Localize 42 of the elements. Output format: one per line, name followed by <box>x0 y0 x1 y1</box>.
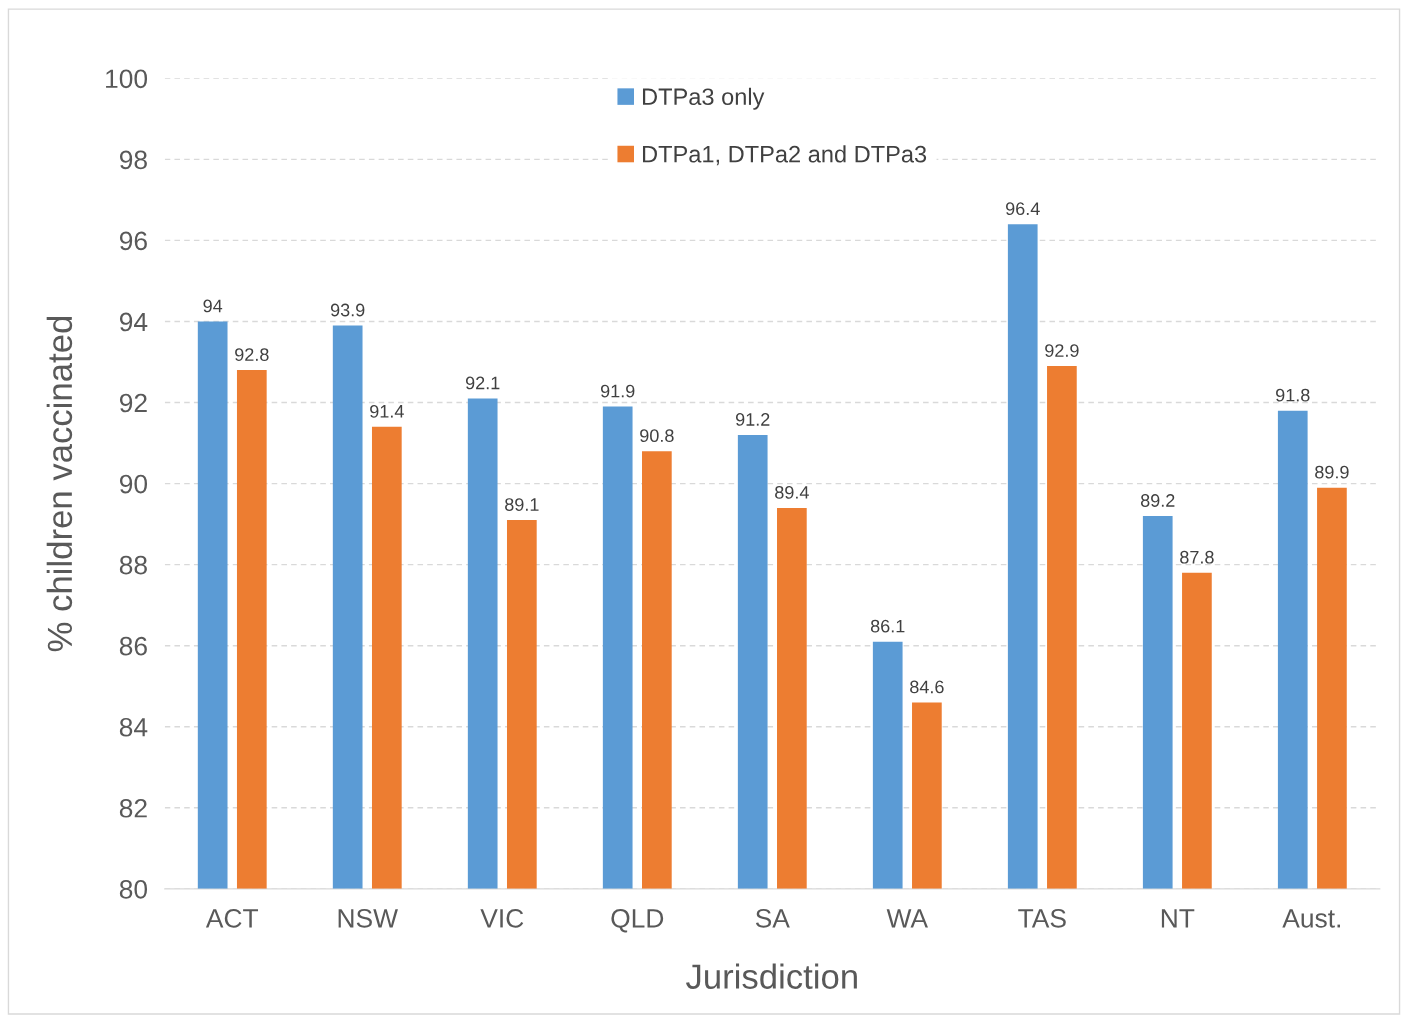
x-tick-label: SA <box>755 909 790 928</box>
data-label: 92.1 <box>465 376 500 390</box>
y-tick-label: 90 <box>119 474 148 494</box>
data-label: 86.1 <box>870 619 905 633</box>
data-label: 93.9 <box>330 303 365 317</box>
x-tick-label: NSW <box>338 909 398 928</box>
x-tick-label: QLD <box>611 909 664 933</box>
y-tick-label: 80 <box>119 879 148 899</box>
data-label: 96.4 <box>1006 202 1040 216</box>
data-label: 90.8 <box>640 429 674 443</box>
data-label: 84.6 <box>910 680 944 694</box>
data-label: 94 <box>203 299 223 313</box>
x-tick-label: WA <box>886 909 929 928</box>
data-label: 91.9 <box>600 384 635 398</box>
data-label: 92.8 <box>235 348 269 361</box>
y-tick-label: 96 <box>119 231 147 251</box>
x-tick-label: Aust. <box>1282 909 1340 928</box>
data-label: 91.2 <box>735 413 770 426</box>
data-label: 92.9 <box>1045 344 1079 357</box>
data-label: 89.1 <box>505 498 539 511</box>
data-label: 87.8 <box>1180 550 1214 564</box>
x-axis-title: Jurisdiction <box>686 963 857 989</box>
legend-label: DTPa1, DTPa2 and DTPa3 <box>642 145 927 166</box>
y-axis-title: % children vaccinated <box>46 316 73 652</box>
y-tick-label: 84 <box>119 717 148 737</box>
x-tick-label: VIC <box>480 909 524 928</box>
data-label: 91.4 <box>370 404 404 418</box>
x-tick-label: TAS <box>1018 909 1066 928</box>
y-tick-label: 94 <box>119 312 148 332</box>
y-tick-label: 100 <box>106 69 148 89</box>
x-tick-label: ACT <box>205 909 259 928</box>
data-label: 91.8 <box>1276 388 1310 402</box>
data-label: 89.2 <box>1140 494 1175 507</box>
y-tick-label: 98 <box>119 150 147 170</box>
data-label: 89.4 <box>775 485 809 499</box>
y-tick-label: 92 <box>119 393 147 413</box>
y-tick-label: 88 <box>119 555 147 575</box>
y-tick-label: 86 <box>119 636 147 656</box>
legend-label: DTPa3 only <box>642 87 765 110</box>
data-label: 89.9 <box>1315 465 1349 479</box>
y-tick-label: 82 <box>119 798 147 818</box>
x-tick-label: NT <box>1161 909 1195 928</box>
